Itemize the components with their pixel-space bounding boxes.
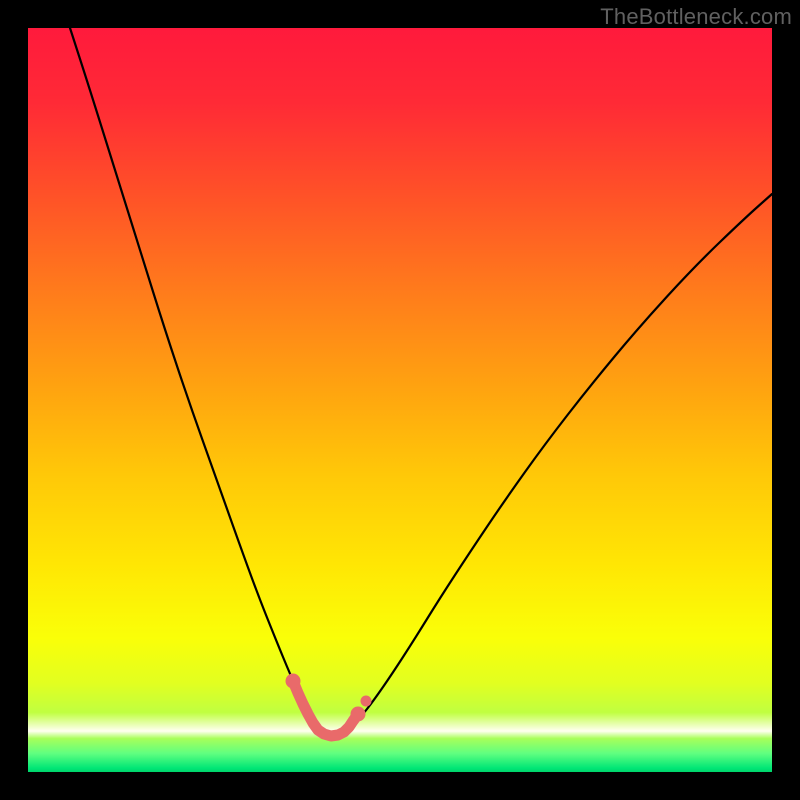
watermark-text: TheBottleneck.com (600, 4, 792, 30)
chart-root: TheBottleneck.com (0, 0, 800, 800)
bottleneck-chart (0, 0, 800, 800)
